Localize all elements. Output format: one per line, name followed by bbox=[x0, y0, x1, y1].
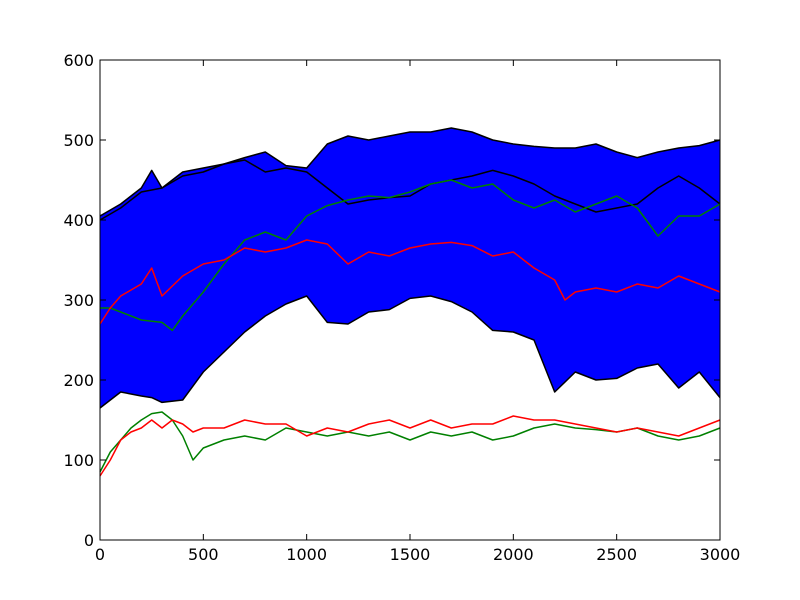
y-tick-label: 400 bbox=[63, 211, 94, 230]
series-line-1 bbox=[99, 159, 721, 221]
x-tick-label: 1500 bbox=[390, 545, 431, 564]
y-tick-label: 100 bbox=[63, 451, 94, 470]
axis-ticks: 0 500 1000 1500 2000 2500 3000 0 100 200 300 400 500… bbox=[63, 51, 740, 564]
series-line-5 bbox=[99, 415, 721, 477]
x-tick-label: 3000 bbox=[700, 545, 741, 564]
y-tick-label: 300 bbox=[63, 291, 94, 310]
x-tick-label: 0 bbox=[95, 545, 105, 564]
x-tick-label: 2500 bbox=[596, 545, 637, 564]
series-line-2 bbox=[100, 179, 721, 332]
x-tick-label: 500 bbox=[188, 545, 219, 564]
band-fill bbox=[100, 128, 720, 408]
x-tick-label: 1000 bbox=[286, 545, 327, 564]
band-lower-edge bbox=[99, 295, 721, 409]
x-tick-label: 2000 bbox=[493, 545, 534, 564]
band-upper-edge bbox=[99, 127, 721, 217]
plot-area bbox=[99, 127, 721, 477]
series-line-4 bbox=[99, 411, 721, 473]
y-tick-label: 200 bbox=[63, 371, 94, 390]
y-tick-label: 0 bbox=[84, 531, 94, 550]
y-tick-label: 600 bbox=[63, 51, 94, 70]
y-tick-label: 500 bbox=[63, 131, 94, 150]
series-line-3 bbox=[99, 239, 721, 325]
